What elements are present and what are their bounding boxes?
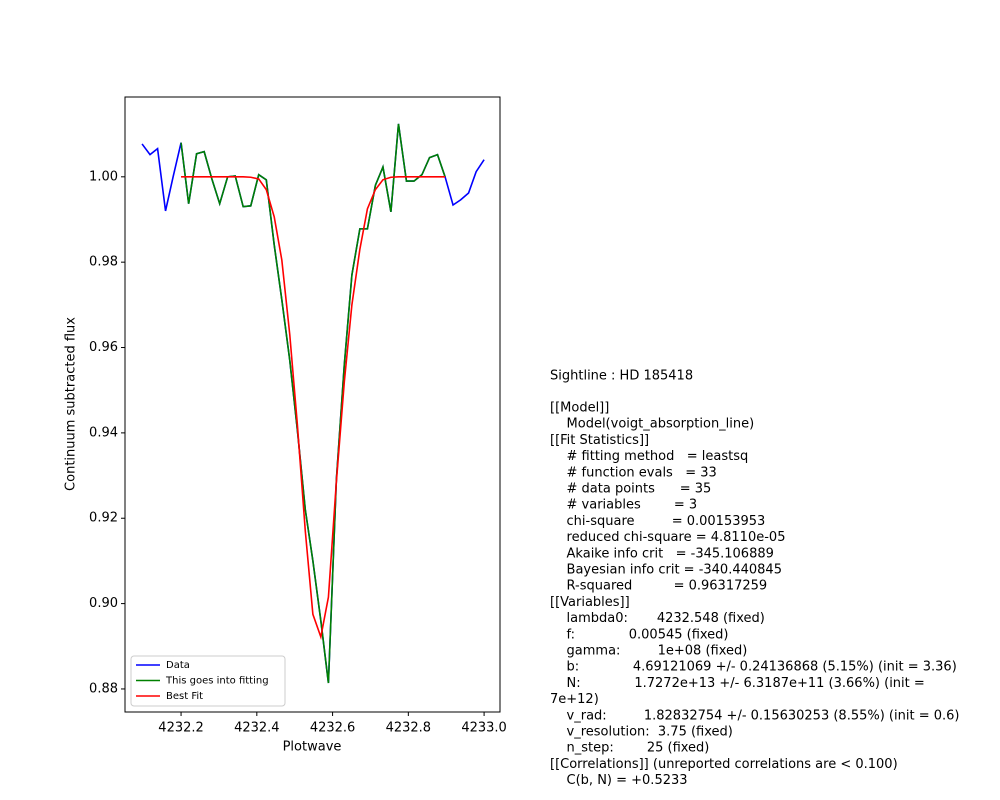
y-tick-label: 0.98	[89, 255, 118, 270]
data-line	[181, 176, 446, 640]
y-tick-label: 1.00	[89, 169, 118, 184]
report-line: # variables = 3	[550, 498, 697, 513]
x-tick-label: 4232.6	[310, 721, 356, 736]
report-line: # fitting method = leastsq	[550, 449, 748, 464]
report-line: b: 4.69121069 +/- 0.24136868 (5.15%) (in…	[550, 660, 957, 675]
report-line: [[Fit Statistics]]	[550, 433, 649, 448]
report-line: gamma: 1e+08 (fixed)	[550, 644, 747, 659]
y-tick-label: 0.94	[89, 425, 118, 440]
y-tick-label: 0.92	[89, 511, 118, 526]
plot-frame	[124, 96, 501, 713]
y-tick-label: 0.88	[89, 681, 118, 696]
legend-label: This goes into fitting	[165, 676, 269, 687]
y-tick-label: 0.96	[89, 340, 118, 355]
data-line	[180, 123, 446, 684]
report-line: 7e+12)	[550, 692, 599, 707]
x-axis-label: Plotwave	[283, 740, 342, 755]
x-tick-label: 4233.0	[461, 721, 507, 736]
report-line: [[Variables]]	[550, 595, 630, 610]
report-line: R-squared = 0.96317259	[550, 579, 767, 594]
report-line: Model(voigt_absorption_line)	[550, 417, 754, 432]
x-tick-label: 4232.2	[158, 721, 204, 736]
report-line: Akaike info crit = -345.106889	[550, 546, 774, 561]
report-line: C(b, N) = +0.5233	[550, 773, 688, 788]
y-tick-label: 0.90	[89, 596, 118, 611]
x-tick-label: 4232.8	[386, 721, 432, 736]
sightline: Sightline : HD 185418	[550, 369, 693, 384]
report-line: lambda0: 4232.548 (fixed)	[550, 611, 765, 626]
report-line: N: 1.7272e+13 +/- 6.3187e+11 (3.66%) (in…	[550, 676, 925, 691]
report-line: reduced chi-square = 4.8110e-05	[550, 530, 785, 545]
report-line: f: 0.00545 (fixed)	[550, 627, 729, 642]
report-line: # data points = 35	[550, 482, 711, 497]
legend-label: Data	[166, 660, 190, 671]
report-line: [[Model]]	[550, 401, 609, 416]
report-line: Bayesian info crit = -340.440845	[550, 563, 782, 578]
report-line: # function evals = 33	[550, 465, 717, 480]
report-line: n_step: 25 (fixed)	[550, 741, 709, 756]
report-line: [[Correlations]] (unreported correlation…	[550, 757, 898, 772]
data-line	[141, 123, 485, 684]
y-axis-label: Continuum subtracted flux	[64, 317, 79, 491]
report-line: chi-square = 0.00153953	[550, 514, 765, 529]
legend-box	[130, 655, 286, 707]
report-line: v_resolution: 3.75 (fixed)	[550, 725, 733, 740]
x-tick-label: 4232.4	[234, 721, 280, 736]
report-line: v_rad: 1.82832754 +/- 0.15630253 (8.55%)…	[550, 708, 959, 723]
legend-label: Best Fit	[166, 691, 203, 702]
